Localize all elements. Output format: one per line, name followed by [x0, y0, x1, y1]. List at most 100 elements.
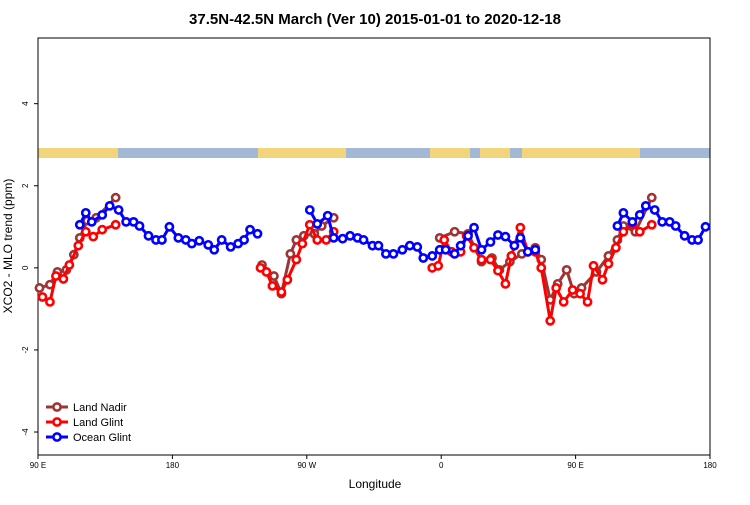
- x-tick-label: 0: [439, 461, 444, 470]
- data-point: [209, 244, 220, 255]
- x-tick-label: 90 E: [30, 461, 46, 470]
- data-point: [485, 237, 496, 247]
- data-point: [80, 226, 91, 237]
- plot-frame: [37, 37, 711, 456]
- data-point: [37, 292, 48, 302]
- data-point: [561, 264, 572, 275]
- data-point: [627, 216, 638, 227]
- y-axis-label: XCO2 - MLO trend (ppm): [1, 179, 15, 314]
- data-point: [476, 254, 487, 265]
- data-point: [530, 244, 541, 255]
- data-point: [440, 244, 451, 255]
- data-point: [640, 200, 651, 211]
- data-point: [476, 244, 487, 255]
- data-point: [439, 235, 450, 245]
- x-tick-label: 90 E: [567, 461, 583, 470]
- data-point: [203, 239, 214, 250]
- data-point: [388, 248, 399, 259]
- y-tick-label: 2: [21, 183, 30, 188]
- land-band: [258, 148, 346, 158]
- data-point: [97, 209, 108, 220]
- data-point: [455, 240, 466, 251]
- y-tick-label: 0: [21, 265, 30, 270]
- data-point: [612, 221, 623, 231]
- ocean-band: [38, 148, 710, 158]
- data-point: [252, 228, 263, 239]
- data-point: [536, 262, 547, 273]
- data-point: [321, 235, 332, 245]
- data-point: [433, 260, 444, 271]
- data-point: [291, 254, 302, 265]
- legend-marker: [52, 402, 62, 412]
- x-tick-label: 90 W: [297, 461, 316, 470]
- data-point: [545, 315, 556, 326]
- data-point: [649, 205, 660, 215]
- data-point: [469, 242, 479, 253]
- data-point: [582, 297, 593, 307]
- data-point: [449, 248, 460, 259]
- data-point: [312, 235, 323, 245]
- y-tick-label: -4: [21, 428, 30, 436]
- data-point: [245, 224, 255, 235]
- data-point: [700, 221, 711, 232]
- land-band: [480, 148, 510, 158]
- land-band: [430, 148, 470, 158]
- data-point: [657, 216, 668, 227]
- data-point: [312, 219, 323, 229]
- data-point: [500, 231, 511, 242]
- data-point: [345, 230, 356, 241]
- land-band: [38, 148, 118, 158]
- data-point: [588, 260, 599, 271]
- data-point: [285, 248, 296, 259]
- data-point: [239, 235, 249, 245]
- data-point: [88, 231, 99, 242]
- data-point: [469, 222, 479, 233]
- data-point: [558, 297, 569, 307]
- data-point: [493, 265, 503, 276]
- data-point: [97, 224, 108, 235]
- chart-title: 37.5N-42.5N March (Ver 10) 2015-01-01 to…: [189, 11, 561, 28]
- data-point: [58, 274, 69, 284]
- data-point: [74, 219, 85, 230]
- data-point: [64, 260, 75, 270]
- x-tick-label: 180: [703, 461, 717, 470]
- data-point: [86, 216, 97, 227]
- y-tick-label: -2: [21, 346, 30, 354]
- legend-marker: [52, 417, 62, 427]
- land-band: [522, 148, 640, 158]
- data-point: [121, 216, 132, 227]
- data-point: [104, 200, 115, 211]
- data-point: [618, 207, 629, 218]
- legend-label: Land Nadir: [73, 402, 127, 414]
- data-point: [157, 235, 167, 245]
- data-point: [670, 221, 681, 231]
- data-point: [551, 283, 562, 293]
- data-point: [304, 219, 315, 230]
- y-tick-label: 4: [21, 101, 30, 106]
- data-point: [449, 226, 460, 237]
- data-point: [261, 267, 272, 277]
- data-point: [500, 278, 511, 289]
- data-point: [134, 221, 145, 231]
- data-point: [51, 271, 61, 281]
- data-point: [611, 242, 621, 253]
- data-point: [603, 258, 614, 269]
- data-point: [297, 238, 308, 249]
- data-point: [597, 274, 608, 285]
- data-point: [418, 253, 429, 263]
- data-point: [276, 287, 287, 297]
- data-point: [646, 219, 657, 230]
- data-point: [634, 226, 645, 237]
- data-point: [328, 232, 339, 243]
- data-point: [194, 235, 205, 246]
- data-point: [515, 222, 526, 233]
- data-point: [412, 242, 423, 252]
- data-point: [522, 246, 533, 257]
- data-point: [646, 192, 657, 203]
- data-point: [493, 230, 503, 240]
- data-point: [397, 244, 408, 255]
- data-point: [485, 254, 496, 265]
- data-point: [173, 232, 184, 243]
